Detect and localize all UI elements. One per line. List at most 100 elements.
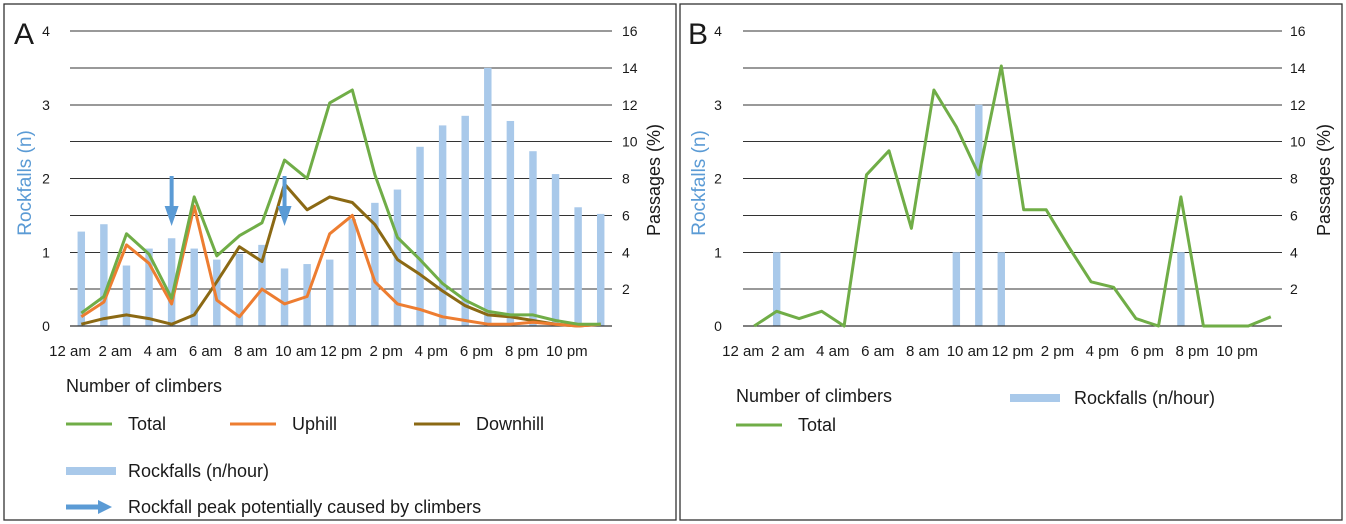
panel-b-ytick-left: 2 — [714, 171, 722, 187]
panel-a-rockfall-bar — [438, 125, 447, 327]
panel-a-xtick: 2 am — [98, 343, 131, 360]
panel-a-rockfall-bar — [145, 248, 153, 326]
panel-b-rockfall-bar — [952, 252, 961, 326]
panel-a-rockfall-bar — [348, 219, 357, 326]
panel-a-letter: A — [14, 18, 34, 51]
panel-b-xtick: 8 am — [906, 343, 939, 360]
panel-a-rockfall-bar — [213, 259, 221, 326]
panel-a-xtick: 6 am — [189, 343, 222, 360]
legend-b-rockfalls-swatch — [1010, 394, 1060, 402]
panel-a-ytick-left: 3 — [42, 97, 50, 113]
panel-b-ytick-left: 4 — [714, 23, 722, 39]
panel-a-frame — [3, 3, 677, 521]
panel-b-ytick-left: 0 — [714, 318, 722, 334]
panel-b-ytick-right: 16 — [1290, 23, 1306, 39]
panel-a-rockfall-bar — [258, 244, 266, 326]
panel-a-rockfall-bar — [122, 265, 131, 326]
panel-a-ytick-right: 16 — [622, 23, 638, 39]
panel-a-ytick-right: 14 — [622, 60, 638, 76]
panel-a-xtick: 2 pm — [369, 343, 402, 360]
panel-b-ylabel-left: Rockfalls (n) — [689, 130, 710, 236]
panel-b-ytick-right: 12 — [1290, 97, 1306, 113]
panel-a-xtick: 10 pm — [546, 343, 588, 360]
panel-b-xtick: 4 am — [816, 343, 849, 360]
panel-a-series-downhill-line — [80, 182, 601, 328]
panel-a-xtick: 12 am — [49, 343, 91, 360]
panel-b-xtick: 2 am — [771, 343, 804, 360]
panel-b-ytick-right: 10 — [1290, 134, 1306, 150]
panel-a-ytick-left: 0 — [42, 318, 50, 334]
legend-b-heading: Number of climbers — [736, 386, 892, 406]
panel-a-rockfall-bar — [551, 174, 560, 326]
rockfall-peak-arrow-head — [164, 206, 179, 226]
panel-b-xtick: 12 pm — [992, 343, 1034, 360]
legend-a-arrow-label: Rockfall peak potentially caused by clim… — [128, 497, 481, 517]
panel-a-rockfall-bar — [416, 146, 424, 326]
panel-a-ytick-right: 12 — [622, 97, 638, 113]
panel-b-ytick-right: 6 — [1290, 207, 1298, 223]
panel-a-rockfall-bar — [77, 231, 86, 326]
panel-a-rockfall-bar — [461, 115, 469, 326]
panel-b-rockfall-bar — [975, 104, 983, 326]
panel-b-xtick: 6 pm — [1131, 343, 1164, 360]
panel-a-series-uphill-line — [80, 204, 601, 328]
legend-b-total-label: Total — [798, 415, 836, 435]
panel-b-frame — [679, 3, 1343, 521]
panel-b-ytick-right: 2 — [1290, 281, 1298, 297]
panel-a-xtick: 8 pm — [505, 343, 538, 360]
legend-a-rockfalls-label: Rockfalls (n/hour) — [128, 461, 269, 481]
legend-a-heading: Number of climbers — [66, 376, 222, 396]
panel-a-ytick-right: 10 — [622, 134, 638, 150]
panel-a-xtick: 10 am — [275, 343, 317, 360]
panel-b-xtick: 8 pm — [1175, 343, 1208, 360]
panel-b-ytick-left: 1 — [714, 244, 722, 260]
panel-a-xtick: 4 am — [144, 343, 177, 360]
panel-b-rockfall-bar — [1177, 252, 1185, 326]
panel-a-ytick-left: 2 — [42, 171, 50, 187]
panel-b-ylabel-right: Passages (%) — [1314, 124, 1334, 236]
panel-b-xtick: 12 am — [722, 343, 764, 360]
panel-a-rockfall-bar — [371, 202, 379, 326]
panel-b-letter: B — [688, 18, 708, 51]
panel-b-xtick: 2 pm — [1041, 343, 1074, 360]
panel-a-rockfall-bar — [506, 120, 515, 326]
panel-b-legend: Number of climbers Total Rockfalls (n/ho… — [736, 386, 1215, 435]
panel-b-xtick: 6 am — [861, 343, 894, 360]
panel-a-xtick: 12 pm — [320, 343, 362, 360]
panel-a-ytick-left: 1 — [42, 244, 50, 260]
panel-a-ytick-left: 4 — [42, 23, 50, 39]
panel-b-ytick-right: 14 — [1290, 60, 1306, 76]
legend-b-rockfalls-label: Rockfalls (n/hour) — [1074, 388, 1215, 408]
panel-a-ytick-right: 4 — [622, 244, 630, 260]
legend-a-uphill-label: Uphill — [292, 414, 337, 434]
panel-a-rockfall-bar — [190, 248, 198, 326]
panel-a-rockfall-bar — [100, 224, 108, 326]
panel-a-rockfall-bar — [235, 253, 244, 326]
legend-a-total-label: Total — [128, 414, 166, 434]
panel-a-rockfall-bar — [325, 259, 334, 326]
panel-b-rockfall-bar — [997, 252, 1005, 326]
panel-b-series-total-line — [753, 64, 1272, 328]
rockfall-peak-arrow-head — [277, 206, 292, 226]
panel-a-rockfall-bar — [484, 67, 492, 326]
panel-a-xtick: 8 am — [234, 343, 267, 360]
panel-a-ytick-right: 6 — [622, 207, 630, 223]
panel-a-rockfall-bar — [280, 268, 289, 326]
panel-a-xtick: 6 pm — [460, 343, 493, 360]
panel-a-xtick: 4 pm — [415, 343, 448, 360]
panel-a-rockfall-bar — [167, 238, 176, 326]
legend-a-downhill-label: Downhill — [476, 414, 544, 434]
panel-a-ytick-right: 8 — [622, 171, 630, 187]
panel-a-ylabel-right: Passages (%) — [644, 124, 664, 236]
panel-a-ylabel-left: Rockfalls (n) — [15, 130, 36, 236]
panel-b-rockfall-bar — [772, 252, 781, 326]
panel-b-ytick-left: 3 — [714, 97, 722, 113]
panel-a-rockfall-bar — [529, 151, 537, 326]
panel-b-xtick: 10 am — [947, 343, 989, 360]
panel-a-ytick-right: 2 — [622, 281, 630, 297]
panel-a-legend: Number of climbers Total Uphill Downhill… — [66, 376, 544, 517]
panel-a-rockfall-bar — [574, 207, 582, 326]
